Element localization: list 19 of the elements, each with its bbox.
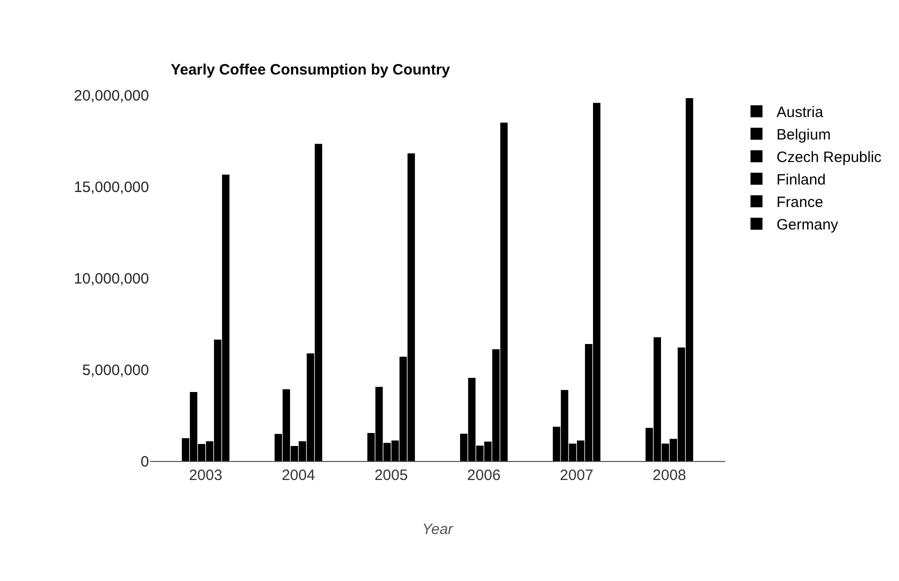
chart-title: Yearly Coffee Consumption by Country xyxy=(170,61,451,78)
y-tick-label: 20,000,000 xyxy=(74,87,149,104)
x-tick-label: 2004 xyxy=(282,467,316,484)
legend-label: Finland xyxy=(776,172,826,189)
legend-label: Czech Republic xyxy=(776,149,882,166)
x-tick-label: 2005 xyxy=(374,467,408,484)
legend-label: Germany xyxy=(776,216,839,234)
x-tick-label: 2006 xyxy=(467,467,501,484)
y-tick-label: 0 xyxy=(140,453,149,470)
legend-label: Belgium xyxy=(776,126,831,144)
legend-label: Austria xyxy=(776,104,824,122)
x-tick-label: 2008 xyxy=(652,467,686,484)
x-axis-title: Year xyxy=(422,521,454,538)
x-tick-label: 2003 xyxy=(188,467,222,484)
x-tick-label: 2007 xyxy=(560,467,594,484)
y-tick-label: 15,000,000 xyxy=(74,178,149,196)
y-tick-label: 10,000,000 xyxy=(74,270,149,288)
y-tick-label: 5,000,000 xyxy=(82,362,149,379)
legend-label: France xyxy=(776,194,824,212)
